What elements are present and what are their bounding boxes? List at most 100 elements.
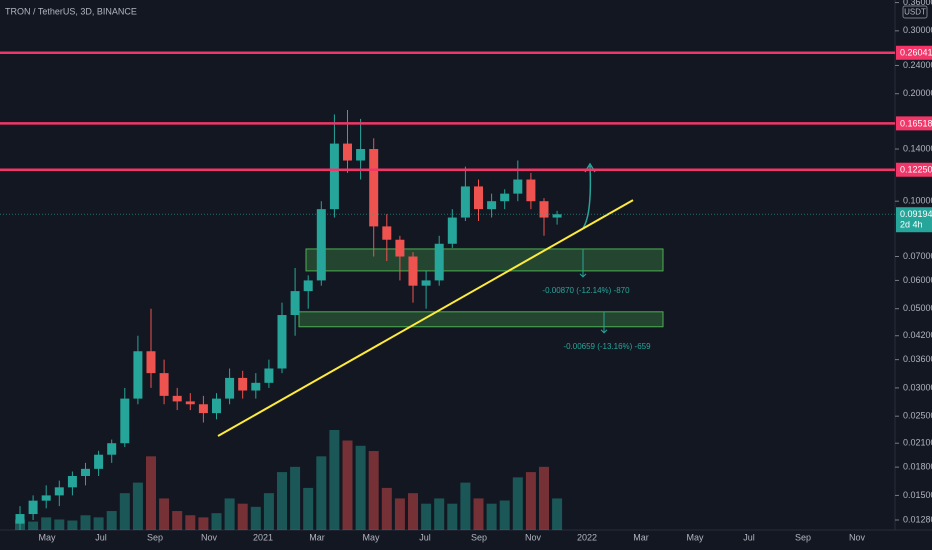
candle-body <box>395 239 405 257</box>
level-label-box <box>896 116 932 131</box>
volume-bar <box>132 482 143 530</box>
volume-bar <box>539 466 549 530</box>
candle-body <box>264 368 274 383</box>
volume-bar <box>263 493 274 530</box>
candle-body <box>474 186 483 210</box>
x-tick-label: Sep <box>147 532 163 542</box>
candle-body <box>277 315 287 369</box>
currency: USDT <box>904 8 926 17</box>
volume-bar <box>106 511 117 530</box>
level-label: 0.26041 <box>900 48 932 58</box>
last-price-box <box>896 207 932 233</box>
volume-bar <box>198 517 209 530</box>
volume-bar <box>408 493 418 530</box>
x-tick-label: Nov <box>849 532 866 542</box>
candle-body <box>369 149 379 227</box>
volume-bar <box>552 498 563 530</box>
x-tick-label: Nov <box>201 532 218 542</box>
zone-measure: -0.00659 (-13.16%) -659 <box>563 342 651 351</box>
candle-body <box>185 401 195 405</box>
volume-bar <box>250 506 261 530</box>
candle-body <box>28 500 38 515</box>
x-tick-label: Nov <box>525 532 542 542</box>
x-tick-label: Jul <box>743 532 755 542</box>
level-label: 0.12250 <box>900 165 932 175</box>
candle-body <box>81 468 90 476</box>
candle-body <box>343 143 352 161</box>
volume-bar <box>447 503 458 530</box>
trendline <box>217 199 634 437</box>
volume-bar <box>394 498 405 530</box>
candle-body <box>94 454 104 469</box>
candle-body <box>290 291 300 316</box>
x-tick-label: Sep <box>471 532 487 542</box>
x-tick-label: May <box>686 532 704 542</box>
candle-body <box>513 179 523 194</box>
candle-body <box>107 443 117 455</box>
x-tick-label: May <box>38 532 56 542</box>
volume-bar <box>172 511 183 530</box>
candle-body <box>146 351 156 374</box>
candle-body <box>303 280 313 292</box>
volume-bar <box>237 503 248 530</box>
volume-bar <box>434 498 445 530</box>
volume-bar <box>277 472 287 530</box>
volume-bar <box>290 466 301 530</box>
candle-body <box>552 214 562 218</box>
volume-bar <box>185 515 196 530</box>
volume-bar <box>421 503 432 530</box>
countdown: 2d 4h <box>900 220 923 230</box>
candle-body <box>225 377 235 399</box>
volume-bar <box>119 493 130 530</box>
volume-bar <box>41 517 52 530</box>
candle-body <box>460 186 470 218</box>
candle-body <box>67 475 77 488</box>
candle-body <box>238 377 248 391</box>
candle-body <box>120 398 130 444</box>
x-tick-label: Mar <box>633 532 649 542</box>
volume-bar <box>303 487 314 530</box>
volume-bar <box>93 517 104 530</box>
volume-bar <box>80 515 91 530</box>
candle-body <box>198 404 208 414</box>
candle-body <box>316 209 326 281</box>
candle-body <box>251 382 261 391</box>
candle-body <box>41 495 51 501</box>
candle-body <box>447 217 457 244</box>
last-price-label: 0.09194 <box>900 209 932 219</box>
y-tick-label: 0.01280 <box>903 514 932 524</box>
candle-body <box>133 351 143 399</box>
zone <box>298 311 664 328</box>
volume-bar <box>525 472 536 530</box>
x-tick-label: Jul <box>419 532 431 542</box>
volume-bar <box>159 498 170 530</box>
candle-body <box>421 280 431 286</box>
candle-body <box>54 487 64 496</box>
volume-bar <box>368 451 379 530</box>
candle-body <box>15 514 25 524</box>
volume-bar <box>342 440 353 530</box>
candle-body <box>159 373 169 396</box>
volume-bar <box>473 498 484 530</box>
candle-body <box>408 256 418 286</box>
volume-bar <box>54 519 65 530</box>
candle-body <box>329 143 339 210</box>
volume-bar <box>355 445 366 530</box>
x-tick-label: May <box>362 532 380 542</box>
volume-bar <box>28 521 39 530</box>
